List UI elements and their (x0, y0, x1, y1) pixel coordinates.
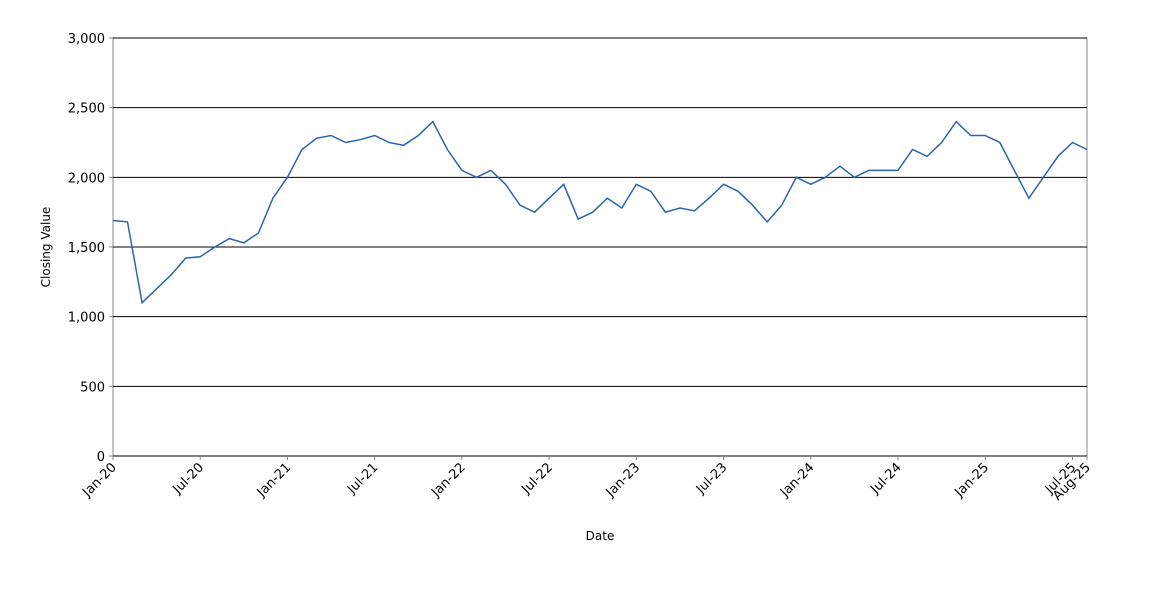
x-tick-label: Jul-21 (344, 460, 381, 497)
x-tick-label: Jan-23 (603, 460, 644, 501)
x-tick-label: Jan-24 (777, 460, 818, 501)
x-tick-label: Jan-22 (428, 460, 469, 501)
y-tick-label: 3,000 (68, 32, 105, 47)
y-tick-label: 2,500 (68, 102, 105, 117)
x-tick-label: Jan-21 (254, 460, 295, 501)
line-series (112, 120, 1088, 305)
x-tick-label: Jan-20 (79, 460, 120, 501)
y-axis-label: Closing Value (39, 207, 53, 288)
x-axis-label: Date (586, 529, 615, 543)
x-tick-label: Jul-23 (693, 460, 730, 497)
x-tick-label: Jul-24 (867, 460, 904, 497)
y-tick-label: 1,000 (68, 311, 105, 326)
y-tick-label: 1,500 (68, 241, 105, 256)
y-tick-label: 0 (97, 450, 105, 465)
y-tick-label: 500 (80, 380, 105, 395)
x-tick-label: Jul-22 (519, 460, 556, 497)
y-tick-label: 2,000 (68, 171, 105, 186)
x-tick-label: Jan-25 (952, 460, 993, 501)
x-tick-label: Jul-20 (170, 460, 207, 497)
